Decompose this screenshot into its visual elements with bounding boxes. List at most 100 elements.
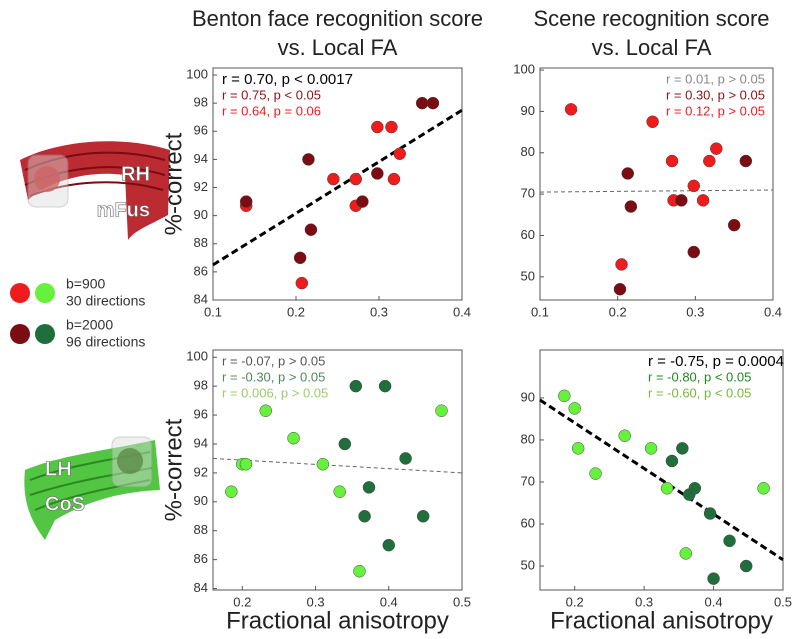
y-tick-label: 100 — [186, 66, 208, 81]
y-tick-label: 98 — [194, 378, 208, 393]
annotation: r = 0.006, p > 0.05 — [222, 385, 328, 400]
y-tick-label: 100 — [513, 62, 535, 77]
point — [387, 172, 401, 186]
point — [624, 200, 638, 213]
y-tick-label: 60 — [521, 515, 535, 530]
point — [302, 153, 315, 166]
y-tick-label: 90 — [521, 389, 535, 404]
point — [287, 431, 300, 445]
point — [571, 442, 585, 455]
y-axis-label: %-correct — [160, 132, 187, 235]
point — [385, 120, 398, 134]
point — [665, 154, 679, 168]
plot-frame — [539, 67, 774, 301]
fit-line — [539, 398, 784, 561]
x-tick-label: 0.2 — [566, 594, 584, 609]
x-axis-label: Fractional anisotropy — [226, 607, 449, 634]
point — [739, 154, 753, 168]
x-tick-label: 0.4 — [453, 304, 471, 319]
point — [646, 115, 659, 129]
y-tick-label: 88 — [194, 235, 208, 250]
y-tick-label: 80 — [521, 431, 535, 446]
point — [687, 179, 701, 193]
point — [660, 482, 674, 495]
point — [304, 223, 318, 236]
y-tick-label: 100 — [186, 349, 208, 364]
legend-swatch — [10, 283, 30, 303]
x-tick-label: 0.3 — [306, 594, 324, 609]
annotation: r = -0.30, p > 0.05 — [222, 369, 325, 384]
legend-swatch — [35, 324, 55, 344]
legend-swatch — [10, 324, 30, 344]
y-tick-label: 90 — [521, 103, 535, 118]
point — [723, 534, 736, 548]
point — [707, 572, 720, 585]
point — [615, 258, 628, 271]
y-tick-label: 94 — [194, 435, 208, 450]
y-tick-label: 90 — [194, 493, 208, 508]
point — [333, 485, 346, 498]
point — [378, 379, 392, 393]
point — [239, 195, 253, 208]
y-tick-label: 94 — [194, 151, 208, 166]
x-tick-label: 0.1 — [531, 304, 549, 319]
point — [665, 454, 679, 468]
point — [259, 404, 272, 417]
y-tick-label: 80 — [521, 144, 535, 159]
point — [353, 564, 366, 578]
point — [295, 276, 309, 290]
annotation: r = 0.70, p < 0.0017 — [222, 71, 353, 88]
legend-label: 30 directions — [66, 293, 145, 309]
rh-tract — [20, 141, 170, 240]
legend-label: b=2000 — [66, 317, 113, 333]
point — [618, 429, 631, 442]
point — [710, 142, 723, 155]
point — [675, 194, 688, 207]
annotation: r = 0.12, p > 0.05 — [666, 103, 765, 118]
y-tick-label: 60 — [521, 227, 535, 242]
point — [696, 194, 710, 207]
point — [676, 442, 689, 455]
tract-label: CoS — [45, 493, 85, 515]
point — [356, 195, 369, 208]
point — [371, 120, 384, 134]
y-tick-label: 70 — [521, 186, 535, 201]
x-tick-label: 0.4 — [380, 594, 398, 609]
point — [426, 96, 440, 110]
plot-frame — [212, 349, 463, 591]
point — [589, 467, 602, 480]
point — [564, 103, 578, 116]
x-tick-label: 0.5 — [453, 594, 471, 609]
annotation: r = -0.80, p < 0.05 — [648, 369, 751, 384]
point — [399, 452, 412, 465]
point — [239, 457, 253, 471]
point — [621, 167, 635, 180]
point — [687, 245, 701, 259]
point — [371, 167, 384, 180]
plot-frame — [539, 349, 784, 591]
y-axis-label: %-correct — [160, 418, 187, 521]
y-tick-label: 92 — [194, 179, 208, 194]
x-tick-label: 0.3 — [635, 594, 653, 609]
point — [327, 172, 340, 186]
y-tick-label: 84 — [194, 291, 208, 306]
x-axis-label: Fractional anisotropy — [550, 607, 773, 634]
x-tick-label: 0.1 — [204, 304, 222, 319]
point — [349, 172, 363, 186]
chart-title: Scene recognition score — [533, 6, 769, 31]
plot-frame — [212, 67, 463, 301]
point — [727, 218, 741, 232]
point — [644, 442, 658, 455]
y-tick-label: 96 — [194, 123, 208, 138]
annotation: r = -0.60, p < 0.05 — [648, 385, 751, 400]
point — [316, 457, 330, 471]
annotation: r = 0.30, p > 0.05 — [666, 87, 765, 102]
point — [757, 482, 770, 495]
tract-label: mFus — [97, 199, 150, 221]
y-tick-label: 90 — [194, 207, 208, 222]
annotation: r = 0.64, p = 0.06 — [222, 103, 321, 118]
x-tick-label: 0.5 — [774, 594, 792, 609]
point — [679, 547, 693, 560]
point — [362, 481, 376, 494]
tract-label: RH — [121, 163, 150, 185]
